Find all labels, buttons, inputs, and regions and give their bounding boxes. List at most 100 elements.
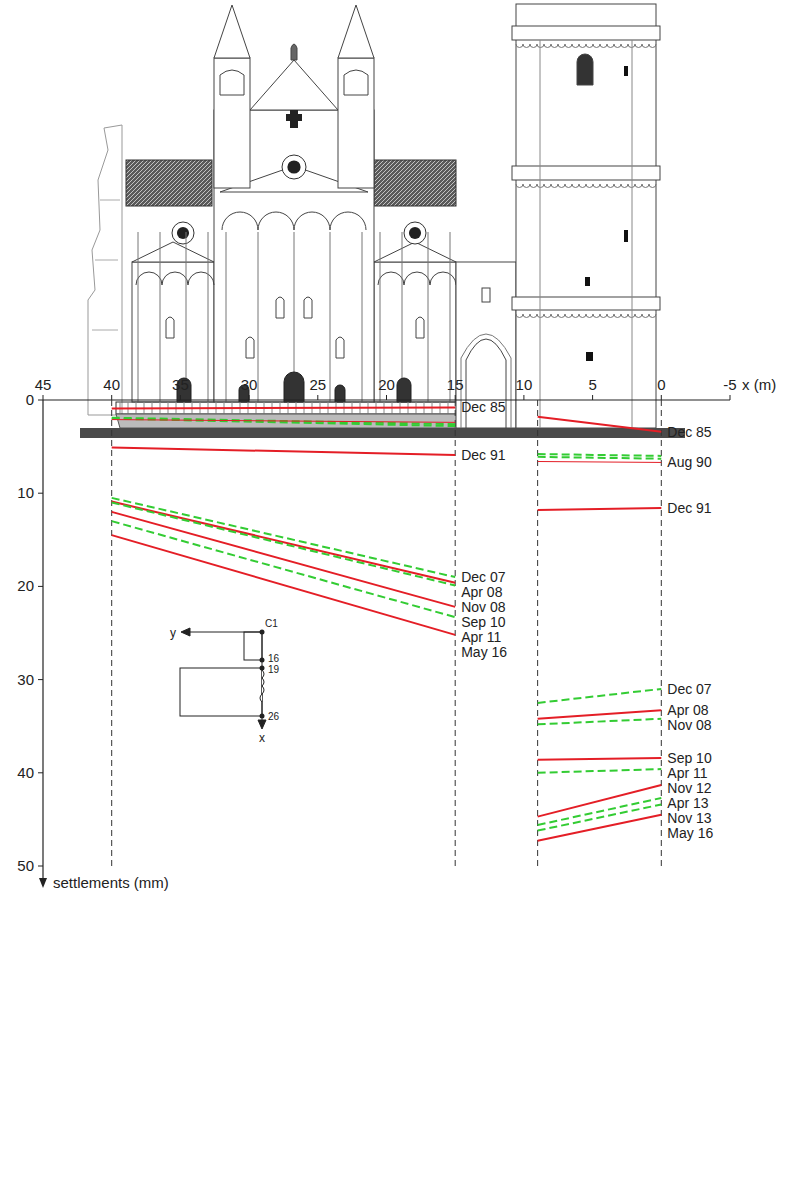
series-label: Sep 10 (667, 750, 712, 766)
series-labels: Dec 85Dec 91Dec 07Apr 08Nov 08Sep 10Apr … (461, 399, 713, 840)
inset-point-label: 26 (268, 711, 280, 722)
settlement-line (538, 804, 662, 830)
tower-slit (585, 277, 590, 286)
plot-area (112, 400, 662, 866)
elevation (80, 4, 685, 438)
y-tick-label: 40 (17, 764, 34, 781)
settlement-line (538, 689, 662, 703)
y-tick (38, 866, 43, 867)
rose-window (282, 155, 306, 179)
x-tick (43, 395, 44, 400)
inset-y-label: y (170, 626, 176, 640)
series-label: Apr 11 (667, 765, 707, 781)
inset-point (260, 666, 265, 671)
x-tick (249, 395, 250, 400)
x-tick (661, 395, 662, 400)
x-tick-label: 40 (103, 376, 120, 393)
settlement-line (538, 769, 662, 773)
axes: 454035302520151050-5x (m)01020304050sett… (17, 376, 776, 891)
cornice (512, 166, 660, 180)
turret-windows (220, 70, 368, 95)
y-axis-arrow (39, 878, 47, 888)
inset-point-label: 19 (268, 664, 280, 675)
x-tick (111, 395, 112, 400)
door (284, 372, 304, 402)
settlement-line (538, 719, 662, 725)
series-label: Apr 13 (667, 795, 708, 811)
inset (180, 628, 266, 729)
series-label: Aug 90 (667, 454, 712, 470)
arcade-aisles (136, 272, 456, 285)
settlement-line (538, 461, 662, 463)
reference-line (111, 400, 112, 866)
settlement-line (112, 502, 456, 583)
x-tick-label: 30 (241, 376, 258, 393)
y-tick (38, 400, 43, 401)
inset-tower (244, 632, 262, 660)
x-tick-label: 45 (35, 376, 52, 393)
x-tick (730, 395, 731, 400)
series-label: Nov 08 (667, 717, 712, 733)
ruin (88, 125, 122, 415)
link-wall (456, 262, 516, 428)
y-tick-label: 50 (17, 857, 34, 874)
settlement-line (112, 448, 456, 455)
inset-point-label: C1 (265, 618, 278, 629)
x-tick-label: 15 (447, 376, 464, 393)
series-label: Dec 85 (667, 424, 712, 440)
series-label: Nov 13 (667, 810, 712, 826)
settlement-line (538, 798, 662, 825)
series-label: Dec 91 (461, 447, 506, 463)
settlement-line (112, 512, 456, 607)
main-gable (250, 60, 338, 110)
inset-point (260, 630, 265, 635)
series-label: Apr 11 (461, 629, 501, 645)
series-label: Dec 91 (667, 500, 712, 516)
window (276, 297, 284, 318)
cross (286, 110, 302, 128)
belfry-opening (577, 54, 593, 85)
series-label: May 16 (667, 825, 713, 841)
rose-window (172, 222, 194, 244)
x-tick-label: 35 (172, 376, 189, 393)
ground (80, 428, 685, 438)
rose-center (409, 227, 421, 239)
figure: 454035302520151050-5x (m)01020304050sett… (0, 0, 792, 1195)
link-window (482, 288, 490, 302)
series-label: Dec 85 (461, 399, 506, 415)
window (304, 297, 312, 318)
series-label: Dec 07 (667, 681, 712, 697)
inset-point-label: 16 (268, 653, 280, 664)
x-tick (317, 395, 318, 400)
ruin-detail (92, 200, 120, 330)
door (397, 378, 411, 402)
gable-right (374, 242, 456, 262)
aisle-right (374, 262, 456, 402)
inset-point (260, 714, 265, 719)
settlement-line (538, 710, 662, 718)
y-tick (38, 586, 43, 587)
x-tick (455, 395, 456, 400)
series-label: Nov 08 (461, 599, 506, 615)
x-tick-label: 20 (378, 376, 395, 393)
reference-line (537, 400, 538, 866)
settlement-line (112, 406, 456, 409)
settlement-line (112, 521, 456, 617)
inset-cathedral (180, 668, 262, 716)
y-tick-label: 10 (17, 484, 34, 501)
tower-lesenes (540, 40, 632, 428)
x-tick (592, 395, 593, 400)
x-axis-title: x (m) (742, 376, 776, 393)
y-tick-label: 0 (26, 391, 34, 408)
corbel-arches (516, 314, 656, 318)
settlement-line (112, 420, 456, 423)
settlement-line (538, 454, 662, 456)
settlement-line (112, 419, 456, 426)
inset-labels: yxC1161926 (170, 618, 280, 745)
series-label: May 16 (461, 644, 507, 660)
roof-left (126, 160, 212, 206)
window (246, 337, 254, 358)
tower (516, 4, 656, 428)
corbel-arches (516, 44, 656, 48)
gable-left (132, 242, 214, 262)
